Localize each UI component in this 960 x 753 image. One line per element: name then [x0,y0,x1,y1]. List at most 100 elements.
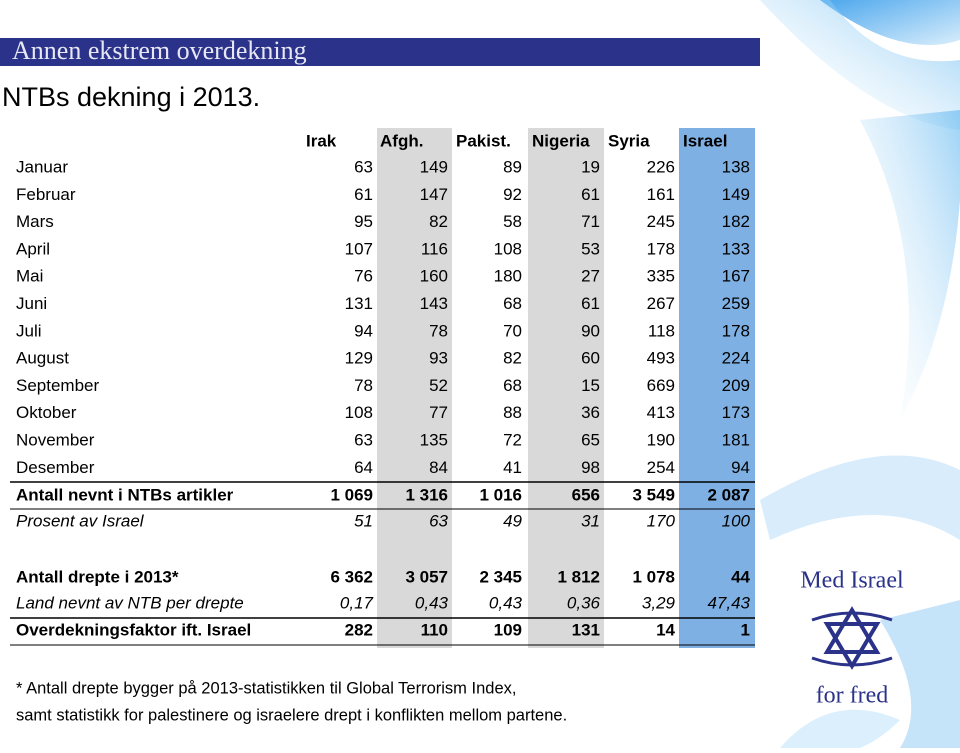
cell: 133 [722,239,750,258]
cell: 118 [648,321,675,340]
row-label: Juli [16,321,42,340]
cell: 78 [354,376,373,395]
cell: 167 [722,267,750,286]
cell: 129 [345,349,373,368]
cell: 493 [647,349,675,368]
cell: 116 [421,239,448,258]
cell: 3 549 [632,485,675,504]
cell: 413 [647,403,675,422]
table-rules [10,481,755,646]
cell: 63 [354,157,373,176]
cell: 64 [354,458,373,477]
cell: 65 [581,430,600,449]
row-label: August [16,349,69,368]
cell: 108 [345,403,373,422]
cell: 131 [572,620,600,639]
row-label: Antall drepte i 2013* [16,567,179,586]
cell: 143 [420,294,448,313]
cell: 71 [581,212,600,231]
cell: 1 069 [330,485,373,504]
cell: 181 [722,430,750,449]
cell: 1 [741,620,750,639]
cell: 78 [429,321,448,340]
logo-text: Med Israel [800,568,904,594]
footnote: samt statistikk for palestinere og israe… [16,706,567,724]
cell: 107 [345,239,373,258]
cell: 259 [722,294,750,313]
cell: 1 016 [479,485,522,504]
cell: 149 [722,185,750,204]
cell: 245 [647,212,675,231]
cell: 89 [503,157,522,176]
cell: 3 057 [405,567,448,586]
cell: 282 [345,620,373,639]
title-bar [0,38,760,66]
cell: 170 [647,511,676,530]
cell: 76 [354,267,373,286]
cell: 254 [647,458,675,477]
cell: 94 [354,321,373,340]
cell: 15 [581,376,600,395]
row-label: Desember [16,458,95,477]
row-label: Juni [16,294,47,313]
cell: 58 [503,212,522,231]
cell: 2 345 [479,567,522,586]
cell: 267 [647,294,675,313]
cell: 95 [354,212,373,231]
column-shade [528,128,604,648]
cell: 108 [494,239,522,258]
cell: 173 [722,403,750,422]
cell: 49 [503,511,522,530]
cell: 82 [503,349,522,368]
row-label: Prosent av Israel [16,511,145,530]
cell: 47,43 [707,593,750,612]
cell: 178 [722,321,750,340]
background-swirl [760,0,960,748]
table: Irak Afgh. Pakist. Nigeria Syria Israel Januar… [16,131,751,639]
cell: 224 [722,349,750,368]
cell: 149 [420,157,448,176]
cell: 72 [503,430,522,449]
cell: 161 [647,185,675,204]
row-label: Januar [16,157,68,176]
cell: 131 [345,294,373,313]
cell: 3,29 [642,593,676,612]
footnote: * Antall drepte bygger på 2013-statistik… [16,679,516,697]
column-shade [679,128,755,648]
cell: 0,17 [340,593,374,612]
cell: 109 [494,620,522,639]
cell: 52 [429,376,448,395]
cell: 51 [354,511,373,530]
cell: 14 [656,620,675,639]
cell: 44 [731,567,750,586]
column-header: Nigeria [532,131,590,150]
cell: 94 [731,458,750,477]
cell: 53 [581,239,600,258]
cell: 27 [581,267,600,286]
cell: 63 [354,430,373,449]
cell: 147 [420,185,448,204]
cell: 77 [429,403,448,422]
column-shade [377,128,452,648]
cell: 178 [647,239,675,258]
cell: 41 [503,458,522,477]
subtitle: NTBs dekning i 2013. [2,82,260,112]
cell: 0,36 [567,593,601,612]
row-label: April [16,239,50,258]
row-label: September [16,376,99,395]
cell: 110 [421,620,448,639]
cell: 226 [647,157,675,176]
cell: 1 316 [405,485,448,504]
cell: 36 [581,403,600,422]
cell: 100 [722,511,751,530]
cell: 180 [494,267,522,286]
cell: 82 [429,212,448,231]
cell: 31 [581,511,600,530]
cell: 190 [647,430,675,449]
cell: 6 362 [330,567,373,586]
cell: 70 [503,321,522,340]
cell: 98 [581,458,600,477]
cell: 93 [429,349,448,368]
column-header: Afgh. [380,131,423,150]
